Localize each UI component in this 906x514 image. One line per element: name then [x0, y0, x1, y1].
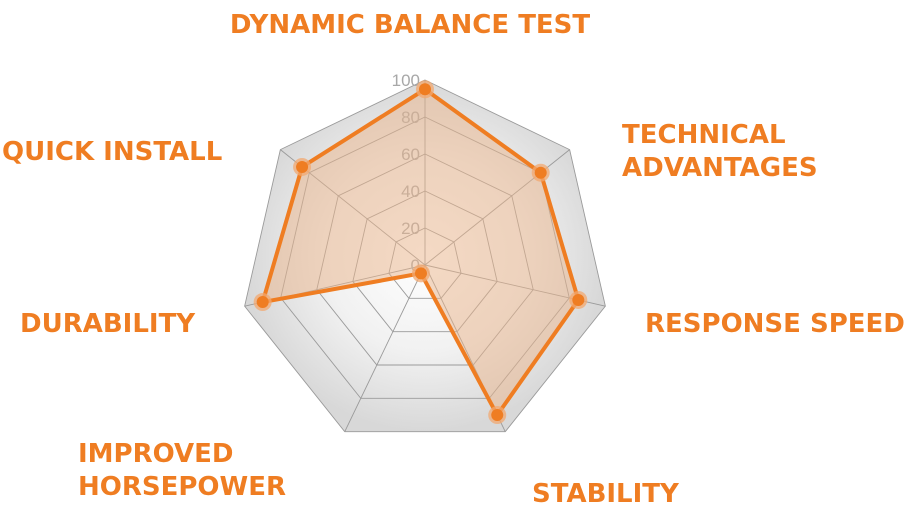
radar-point: [534, 166, 547, 179]
radar-axis-label: RESPONSE SPEED: [645, 309, 905, 339]
radar-point: [414, 267, 427, 280]
radar-series-area: [260, 87, 581, 418]
radar-point: [419, 83, 431, 96]
radar-axis-labels: DYNAMIC BALANCE TEST TECHNICAL ADVANTAGES R…: [2, 10, 905, 509]
radar-axis-label: STABILITY: [532, 479, 680, 509]
radar-axis-label: DYNAMIC BALANCE TEST: [230, 10, 591, 40]
radar-axis-label: TECHNICAL ADVANTAGES: [622, 120, 818, 183]
radar-point: [256, 296, 269, 309]
radar-axis-label: DURABILITY: [20, 309, 196, 339]
radar-point: [491, 409, 504, 422]
radar-point: [572, 293, 585, 306]
radar-axis-label: IMPROVED HORSEPOWER: [78, 439, 286, 502]
radar-grid-ring: [244, 79, 606, 433]
radar-spoke: [344, 264, 426, 432]
radar-tick-label: 100: [392, 71, 420, 90]
radar-point: [296, 160, 309, 173]
radar-axis-label: QUICK INSTALL: [2, 137, 222, 167]
radar-series: [253, 80, 588, 425]
